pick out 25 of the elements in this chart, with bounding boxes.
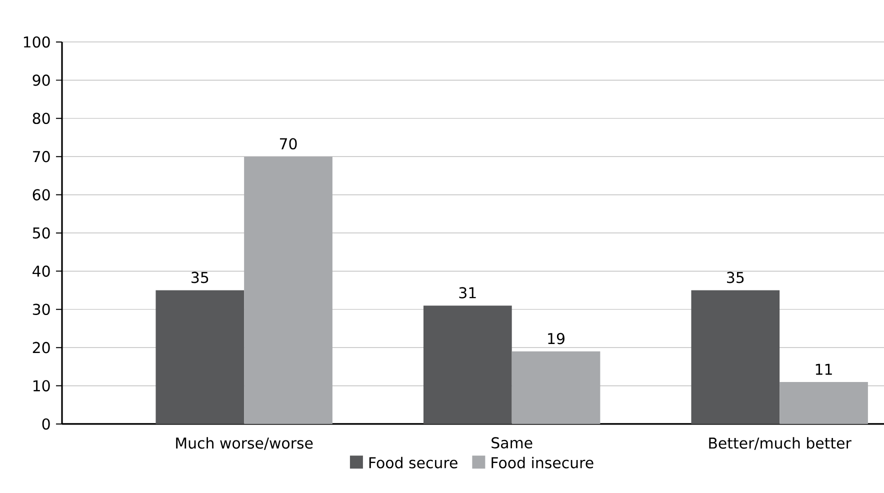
bar [691,290,780,424]
data-label: 35 [727,272,744,284]
y-tick-label: 0 [42,418,50,430]
x-tick-label: Same [492,437,532,448]
data-label: 35 [192,272,208,284]
data-label: 70 [280,138,297,150]
y-tick-label: 40 [32,266,50,277]
y-tick-label: 70 [33,150,50,162]
y-tick-label: 80 [32,112,50,124]
y-tick-label: 10 [33,380,50,392]
data-label: 19 [548,332,564,344]
data-label: 31 [459,287,476,298]
y-tick-label: 30 [32,304,50,316]
x-tick-label: Much worse/worse [176,437,313,450]
y-tick-label: 90 [32,74,50,86]
bar [156,290,244,424]
y-tick-label: 100 [24,36,50,48]
y-tick-label: 60 [32,189,50,200]
bar [423,306,512,424]
y-tick-label: 20 [32,342,50,354]
data-label: 11 [816,364,832,375]
x-tick-label: Better/much better [709,437,852,450]
legend-label: Food secure [369,456,458,468]
y-tick-label: 50 [32,227,50,239]
legend-label: Food insecure [492,456,594,468]
